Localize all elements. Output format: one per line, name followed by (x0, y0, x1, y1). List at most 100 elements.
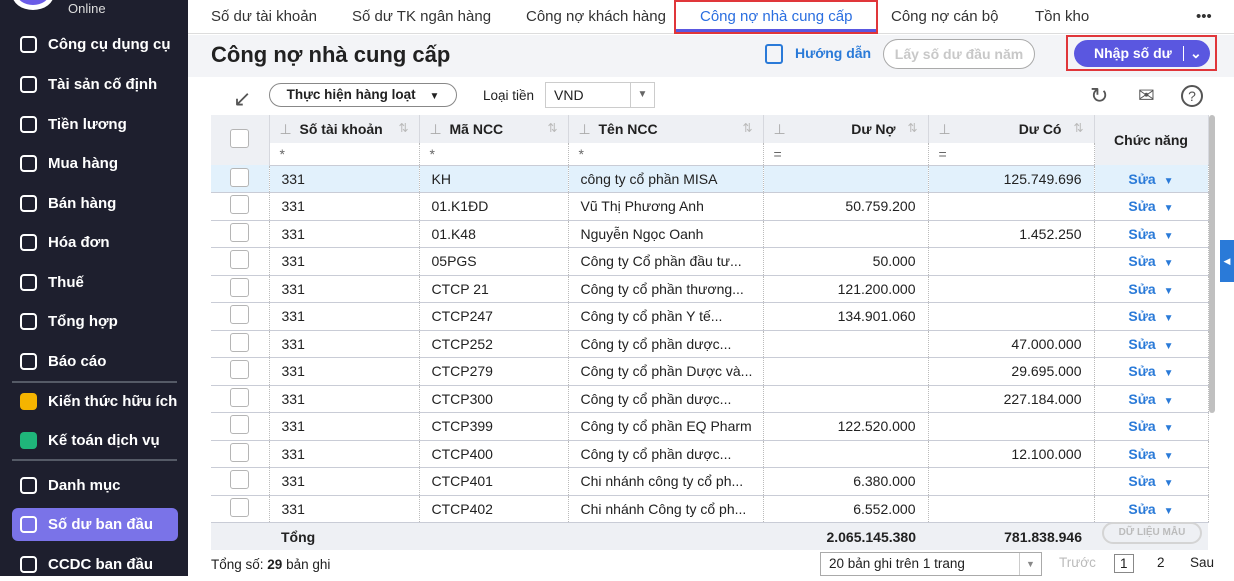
edit-button[interactable]: Sửa ▼ (1094, 467, 1209, 496)
next-page-button[interactable]: Sau (1190, 555, 1215, 570)
caret-down-icon[interactable]: ▼ (1163, 450, 1174, 462)
tab-1[interactable]: Số dư tài khoản (211, 8, 317, 25)
sidebar-item-3[interactable]: Tiền lương (12, 108, 178, 141)
row-checkbox[interactable] (230, 222, 250, 242)
pin-icon[interactable]: ⊥ (279, 121, 292, 137)
vertical-scrollbar[interactable] (1209, 115, 1215, 413)
caret-down-icon[interactable]: ▼ (1163, 203, 1174, 215)
sidebar-item-13[interactable]: Số dư ban đầu (12, 508, 178, 541)
arrow-down-left-icon[interactable]: ↙ (233, 86, 252, 111)
row-checkbox[interactable] (230, 442, 250, 462)
import-balance-button[interactable]: Nhập số dư ⌄ (1074, 40, 1210, 67)
row-checkbox[interactable] (230, 387, 250, 407)
edit-button[interactable]: Sửa ▼ (1094, 275, 1209, 303)
tab-2[interactable]: Số dư TK ngân hàng (352, 8, 492, 25)
column-header[interactable]: ⊥ Mã NCC ⇅ (419, 115, 569, 143)
edit-button[interactable]: Sửa ▼ (1094, 247, 1209, 276)
sidebar-item-9[interactable]: Báo cáo (12, 345, 178, 378)
edit-button[interactable]: Sửa ▼ (1094, 440, 1209, 468)
column-header[interactable]: ⊥ Số tài khoản ⇅ (269, 115, 420, 143)
edit-button[interactable]: Sửa ▼ (1094, 385, 1209, 413)
row-checkbox[interactable] (230, 415, 250, 435)
edit-button[interactable]: Sửa ▼ (1094, 192, 1209, 221)
table-row[interactable]: 331 01.K1ĐD Vũ Thị Phương Anh 50.759.200 Sửa… (211, 192, 1209, 221)
collapse-panel-tab[interactable]: ◀ (1220, 240, 1234, 282)
table-row[interactable]: 331 CTCP300 Công ty cổ phần dược... 227.184… (211, 385, 1209, 413)
row-checkbox[interactable] (230, 305, 250, 325)
edit-button[interactable]: Sửa ▼ (1094, 330, 1209, 358)
guide-link[interactable]: Hướng dẫn (765, 44, 871, 64)
table-row[interactable]: 331 CTCP401 Chi nhánh công ty cổ ph... 6.38… (211, 467, 1209, 496)
filter-input[interactable]: * (568, 143, 764, 166)
pin-icon[interactable]: ⊥ (938, 121, 951, 137)
sidebar-item-12[interactable]: Danh mục (12, 469, 178, 502)
filter-input[interactable]: = (763, 143, 929, 166)
table-row[interactable]: 331 CTCP 21 Công ty cổ phần thương... 121.2… (211, 275, 1209, 303)
tab-6[interactable]: Tồn kho (1035, 8, 1090, 25)
caret-down-icon[interactable]: ▼ (1163, 258, 1174, 270)
select-all-checkbox[interactable] (230, 129, 250, 148)
row-checkbox[interactable] (230, 167, 250, 187)
caret-down-icon[interactable]: ▼ (1163, 313, 1174, 325)
page-2-button[interactable]: 2 (1157, 555, 1165, 570)
sidebar-item-1[interactable]: Công cụ dụng cụ (12, 28, 178, 61)
edit-button[interactable]: Sửa ▼ (1094, 220, 1209, 248)
column-header[interactable]: ⊥ Dư Có ⇅ (928, 115, 1095, 143)
table-row[interactable]: 331 CTCP252 Công ty cổ phần dược... 47.000.… (211, 330, 1209, 358)
sidebar-item-2[interactable]: Tài sản cố định (12, 68, 178, 101)
bulk-actions-dropdown[interactable]: Thực hiện hàng loạt ▼ (269, 83, 457, 107)
sort-icon[interactable]: ⇅ (1073, 121, 1084, 135)
table-row[interactable]: 331 01.K48 Nguyễn Ngọc Oanh 1.452.250 Sửa ▼ (211, 220, 1209, 248)
filter-operator[interactable]: = (773, 145, 782, 162)
caret-down-icon[interactable]: ▼ (1163, 505, 1174, 517)
tab-3[interactable]: Công nợ khách hàng (526, 8, 666, 25)
sidebar-item-6[interactable]: Hóa đơn (12, 226, 178, 259)
currency-select[interactable]: VND ▼ (545, 82, 655, 108)
caret-down-icon[interactable]: ▼ (1163, 285, 1174, 297)
filter-operator[interactable]: = (938, 145, 947, 162)
get-opening-balance-button[interactable]: Lấy số dư đầu năm (883, 39, 1035, 69)
sidebar-item-10[interactable]: Kiến thức hữu ích (12, 385, 178, 418)
row-checkbox[interactable] (230, 332, 250, 352)
table-row[interactable]: 331 05PGS Công ty Cổ phần đầu tư... 50.000 S… (211, 247, 1209, 276)
filter-operator[interactable]: * (279, 145, 285, 162)
table-row[interactable]: 331 CTCP400 Công ty cổ phần dược... 12.100.… (211, 440, 1209, 468)
filter-input[interactable]: = (928, 143, 1095, 166)
chevron-down-icon[interactable]: ⌄ (1190, 45, 1202, 61)
row-checkbox[interactable] (230, 497, 250, 517)
sidebar-item-7[interactable]: Thuế (12, 266, 178, 299)
caret-down-icon[interactable]: ▼ (1163, 340, 1174, 352)
more-tabs-icon[interactable]: ••• (1196, 8, 1212, 25)
edit-button[interactable]: Sửa ▼ (1094, 412, 1209, 441)
caret-down-icon[interactable]: ▼ (1163, 230, 1174, 242)
sidebar-item-11[interactable]: Kế toán dịch vụ (12, 424, 178, 457)
caret-down-icon[interactable]: ▼ (1163, 368, 1174, 380)
mail-forward-icon[interactable]: ✉ (1138, 85, 1155, 107)
sidebar-item-5[interactable]: Bán hàng (12, 187, 178, 220)
row-checkbox[interactable] (230, 195, 250, 215)
sidebar-item-14[interactable]: CCDC ban đầu (12, 548, 178, 581)
edit-button[interactable]: Sửa ▼ (1094, 302, 1209, 331)
edit-button[interactable]: Sửa ▼ (1094, 165, 1209, 193)
caret-down-icon[interactable]: ▼ (1163, 478, 1174, 490)
pin-icon[interactable]: ⊥ (773, 121, 786, 137)
filter-input[interactable]: * (419, 143, 569, 166)
column-header[interactable]: ⊥ Dư Nợ ⇅ (763, 115, 929, 143)
edit-button[interactable]: Sửa ▼ (1094, 357, 1209, 386)
sort-icon[interactable]: ⇅ (742, 121, 753, 135)
table-row[interactable]: 331 CTCP279 Công ty cổ phần Dược và... 29.6… (211, 357, 1209, 386)
tab-4[interactable]: Công nợ nhà cung cấp (674, 0, 879, 34)
row-checkbox[interactable] (230, 277, 250, 297)
row-checkbox[interactable] (230, 250, 250, 270)
caret-down-icon[interactable]: ▼ (1163, 175, 1174, 187)
sort-icon[interactable]: ⇅ (547, 121, 558, 135)
refresh-icon[interactable]: ↻ (1090, 83, 1109, 108)
table-row[interactable]: 331 CTCP399 Công ty cổ phần EQ Pharm 122.52… (211, 412, 1209, 441)
pin-icon[interactable]: ⊥ (429, 121, 442, 137)
edit-button[interactable]: Sửa ▼ (1094, 495, 1209, 523)
table-row[interactable]: 331 CTCP402 Chi nhánh Công ty cổ ph... 6.55… (211, 495, 1209, 523)
help-icon[interactable]: ? (1181, 85, 1203, 107)
sidebar-item-8[interactable]: Tổng hợp (12, 305, 178, 338)
filter-operator[interactable]: * (429, 145, 435, 162)
sort-icon[interactable]: ⇅ (907, 121, 918, 135)
